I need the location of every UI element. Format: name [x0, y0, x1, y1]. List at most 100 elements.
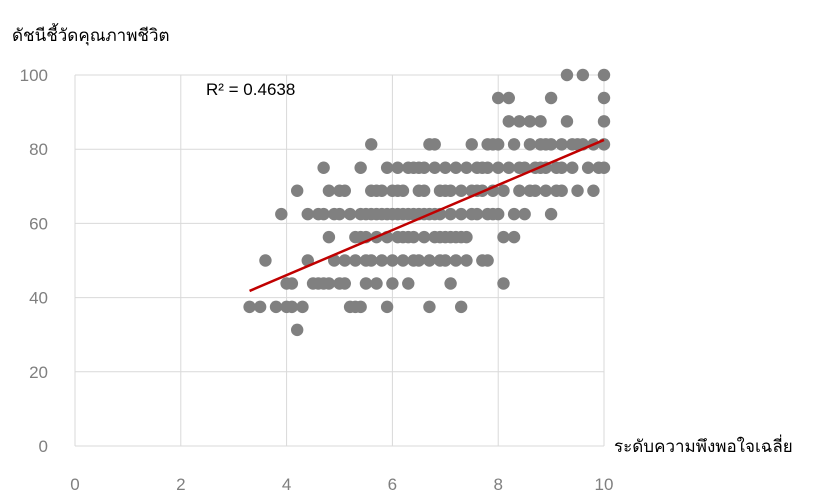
x-tick-label: 0 — [70, 475, 79, 494]
x-tick-label: 10 — [595, 475, 614, 494]
data-point — [513, 115, 526, 128]
data-point — [285, 300, 299, 314]
r-squared-label: R² = 0.4638 — [206, 80, 295, 99]
data-point — [343, 207, 357, 221]
data-point — [581, 161, 595, 174]
data-point — [396, 254, 410, 267]
data-point — [597, 115, 611, 128]
x-tick-label: 2 — [176, 475, 185, 494]
data-point — [523, 138, 537, 151]
data-point — [428, 161, 441, 174]
trendline — [249, 138, 605, 293]
data-point — [322, 184, 336, 197]
data-point — [253, 300, 267, 314]
data-point — [534, 115, 547, 128]
y-tick-label: 80 — [29, 140, 48, 159]
x-tick-label: 4 — [282, 475, 291, 494]
data-point — [338, 254, 351, 267]
data-point — [597, 161, 611, 174]
data-point — [349, 254, 362, 267]
data-point — [412, 254, 426, 267]
data-point — [423, 254, 436, 267]
data-points — [243, 68, 611, 337]
data-point — [492, 207, 505, 221]
data-point — [275, 207, 288, 221]
data-point — [544, 207, 558, 221]
data-point — [454, 230, 468, 244]
data-point — [428, 138, 441, 151]
data-point — [417, 230, 431, 244]
data-point — [523, 115, 537, 128]
data-point — [444, 230, 457, 244]
data-point — [587, 184, 600, 197]
data-point — [513, 161, 526, 174]
data-point — [544, 91, 558, 105]
y-axis-title: ดัชนีชี้วัดคุณภาพชีวิต — [12, 23, 170, 46]
data-point — [402, 207, 415, 221]
data-point — [338, 277, 351, 290]
data-point — [465, 138, 478, 151]
data-point — [391, 184, 404, 197]
data-point — [439, 254, 452, 267]
data-point — [454, 184, 468, 197]
data-point — [571, 138, 584, 151]
data-point — [597, 68, 611, 82]
data-point — [439, 161, 452, 174]
data-point — [359, 277, 373, 290]
data-point — [497, 277, 510, 290]
data-point — [470, 207, 484, 221]
data-point — [423, 300, 436, 314]
data-point — [518, 207, 531, 221]
data-point — [444, 207, 457, 221]
gridlines — [74, 74, 605, 447]
data-point — [417, 184, 431, 197]
data-point — [354, 300, 367, 314]
y-tick-label: 20 — [29, 363, 48, 382]
x-tick-label: 6 — [388, 475, 397, 494]
data-point — [370, 277, 383, 290]
data-point — [523, 184, 537, 197]
data-point — [460, 161, 473, 174]
data-point — [539, 184, 553, 197]
data-point — [365, 254, 378, 267]
y-tick-label: 40 — [29, 289, 48, 308]
data-point — [502, 161, 515, 174]
data-point — [454, 300, 468, 314]
data-point — [560, 68, 574, 82]
data-point — [380, 300, 394, 314]
data-point — [402, 277, 415, 290]
data-point — [507, 230, 521, 244]
data-point — [555, 138, 568, 151]
data-point — [407, 161, 420, 174]
data-point — [243, 300, 256, 314]
data-point — [560, 115, 574, 128]
data-point — [296, 300, 309, 314]
data-point — [333, 207, 346, 221]
data-point — [370, 184, 383, 197]
data-point — [497, 184, 510, 197]
data-point — [290, 323, 304, 337]
data-point — [433, 230, 447, 244]
data-point — [380, 207, 394, 221]
data-point — [444, 277, 457, 290]
data-point — [555, 184, 568, 197]
data-point — [285, 277, 299, 290]
data-point — [571, 184, 584, 197]
x-axis-title: ระดับความพึงพอใจเฉลี่ย — [614, 434, 793, 457]
data-point — [396, 230, 410, 244]
data-point — [539, 138, 553, 151]
data-point — [407, 230, 420, 244]
data-point — [497, 230, 510, 244]
y-tick-labels: 0 20 40 60 80 100 — [20, 66, 48, 456]
data-point — [290, 184, 304, 197]
data-point — [259, 254, 272, 267]
data-point — [354, 161, 367, 174]
x-tick-labels: 0 2 4 6 8 10 — [70, 475, 613, 494]
data-point — [492, 161, 505, 174]
data-point — [269, 300, 283, 314]
data-point — [449, 254, 463, 267]
data-point — [566, 161, 579, 174]
data-point — [391, 161, 404, 174]
data-point — [322, 277, 336, 290]
